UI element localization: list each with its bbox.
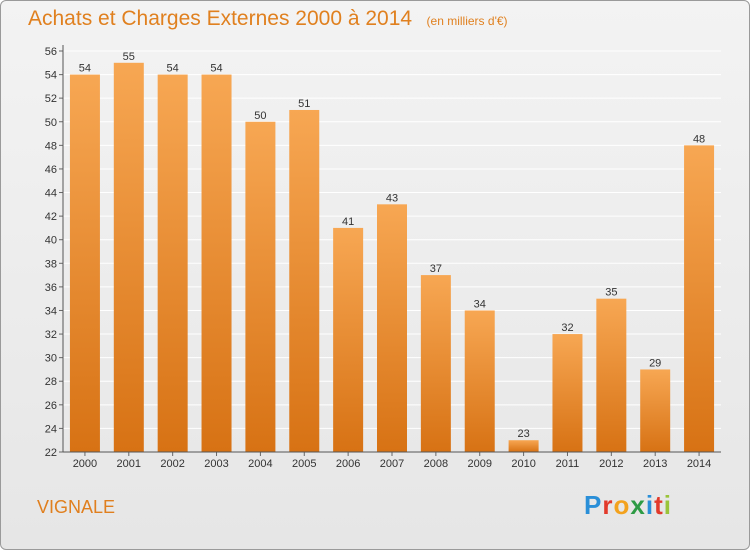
- bar-2000: [69, 74, 100, 453]
- y-tick-label: 34: [45, 305, 57, 317]
- bar-2009: [464, 310, 495, 452]
- value-label: 35: [605, 287, 617, 299]
- bar-2008: [420, 275, 451, 452]
- y-tick-label: 52: [45, 93, 57, 105]
- bar-2002: [157, 74, 188, 453]
- y-tick-label: 56: [45, 46, 57, 58]
- value-label: 54: [210, 63, 222, 75]
- value-label: 55: [123, 51, 135, 63]
- x-tick-label: 2002: [160, 458, 184, 470]
- value-label: 37: [430, 263, 442, 275]
- y-tick-label: 36: [45, 282, 57, 294]
- bar-2012: [596, 298, 627, 452]
- value-label: 43: [386, 192, 398, 204]
- x-tick-label: 2011: [556, 458, 580, 470]
- x-tick-label: 2005: [292, 458, 316, 470]
- y-tick-label: 26: [45, 400, 57, 412]
- proxiti-logo[interactable]: Proxiti: [584, 490, 672, 520]
- value-label: 54: [79, 63, 91, 75]
- x-tick-label: 2007: [380, 458, 404, 470]
- y-tick-label: 54: [45, 70, 57, 82]
- y-tick-label: 32: [45, 329, 57, 341]
- value-label: 29: [649, 357, 661, 369]
- bar-2007: [377, 204, 407, 452]
- x-tick-label: 2001: [117, 458, 141, 470]
- bar-2014: [684, 145, 715, 452]
- bar-2013: [640, 369, 671, 452]
- x-tick-label: 2012: [599, 458, 623, 470]
- bars: 54 55 54 54 50 51 41 43 37 34 23 32 35 29 48: [69, 51, 715, 453]
- y-tick-label: 38: [45, 258, 57, 270]
- y-tick-label: 30: [45, 353, 57, 365]
- value-label: 34: [474, 298, 486, 310]
- x-tick-label: 2010: [511, 458, 535, 470]
- value-label: 54: [167, 63, 179, 75]
- y-tick-label: 46: [45, 164, 57, 176]
- bar-2005: [289, 109, 320, 453]
- value-label: 41: [342, 216, 354, 228]
- bar-2006: [333, 227, 364, 452]
- value-label: 48: [693, 133, 705, 145]
- y-tick-label: 44: [45, 188, 57, 200]
- y-tick-label: 42: [45, 211, 57, 223]
- bar-2010: [508, 440, 539, 452]
- y-tick-label: 22: [45, 447, 57, 459]
- x-tick-label: 2004: [248, 458, 272, 470]
- bar-2003: [201, 74, 232, 453]
- x-tick-label: 2014: [687, 458, 711, 470]
- bar-2004: [245, 121, 276, 452]
- x-tick-label: 2006: [336, 458, 360, 470]
- x-tick-label: 2009: [467, 458, 491, 470]
- axes: 22 24 26 28 30 32 34 36 38 40 42 44 46 48 50 52 54 56 2000…: [45, 45, 721, 470]
- value-label: 23: [517, 428, 529, 440]
- value-label: 32: [561, 322, 573, 334]
- x-tick-label: 2013: [643, 458, 667, 470]
- y-tick-label: 28: [45, 376, 57, 388]
- y-tick-label: 48: [45, 140, 57, 152]
- bar-2001: [113, 62, 144, 452]
- bar-2011: [552, 334, 583, 452]
- x-tick-label: 2003: [204, 458, 228, 470]
- y-tick-label: 24: [45, 423, 57, 435]
- y-tick-label: 50: [45, 117, 57, 129]
- commune-name: VIGNALE: [37, 497, 116, 517]
- value-label: 51: [298, 98, 310, 110]
- chart-subtitle: (en milliers d'€): [426, 14, 508, 28]
- y-tick-label: 40: [45, 235, 57, 247]
- chart-title: Achats et Charges Externes 2000 à 2014: [28, 7, 413, 30]
- x-tick-label: 2000: [73, 458, 97, 470]
- title-row: Achats et Charges Externes 2000 à 2014 (…: [28, 7, 508, 31]
- x-tick-label: 2008: [424, 458, 448, 470]
- value-label: 50: [254, 110, 266, 122]
